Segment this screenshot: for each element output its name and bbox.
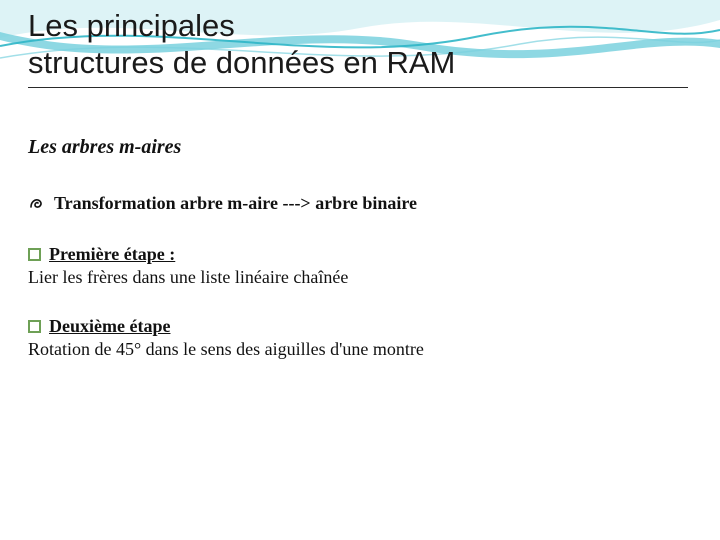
step-2-label: Deuxième étape (49, 316, 170, 337)
bullet-transformation: Transformation arbre m-aire ---> arbre b… (28, 193, 692, 214)
subtitle: Les arbres m-aires (28, 136, 692, 159)
title-line-1: Les principales (28, 8, 235, 43)
step-1-label: Première étape : (49, 244, 175, 265)
hollow-square-icon (28, 320, 41, 333)
step-1-body: Lier les frères dans une liste linéaire … (28, 267, 692, 288)
title-underline (28, 87, 688, 88)
hollow-square-icon (28, 248, 41, 261)
step-1: Première étape : Lier les frères dans un… (28, 244, 692, 288)
slide-title: Les principales structures de données en… (28, 8, 692, 81)
step-2: Deuxième étape Rotation de 45° dans le s… (28, 316, 692, 360)
bullet-text: Transformation arbre m-aire ---> arbre b… (54, 193, 417, 214)
step-2-body: Rotation de 45° dans le sens des aiguill… (28, 339, 692, 360)
title-line-2: structures de données en RAM (28, 45, 455, 80)
swirl-icon (28, 196, 46, 214)
